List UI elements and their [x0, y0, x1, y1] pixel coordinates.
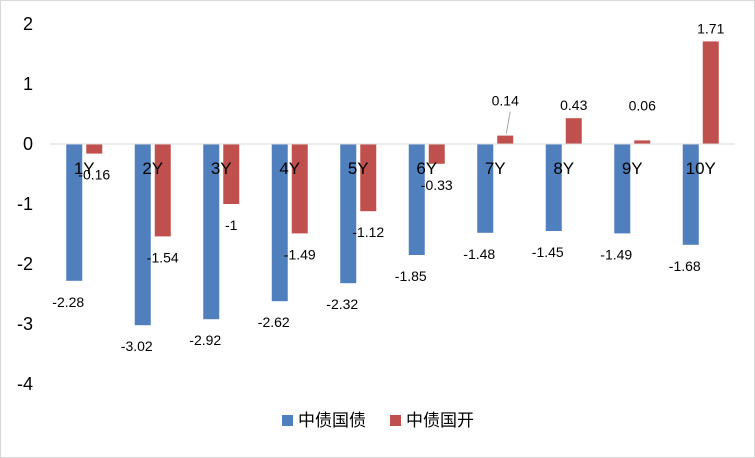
data-label-series-2: 0.14	[492, 93, 519, 109]
legend-swatch-series-1	[282, 415, 293, 426]
category-label: 4Y	[279, 159, 300, 178]
data-label-series-1: -1.68	[669, 258, 701, 274]
y-tick-label: 2	[23, 14, 33, 34]
category-label: 3Y	[211, 159, 232, 178]
data-label-series-2: -1.54	[147, 249, 179, 265]
legend-label-series-1: 中债国债	[298, 411, 366, 431]
legend-swatch-series-2	[390, 415, 401, 426]
data-label-series-1: -1.85	[395, 268, 427, 284]
category-label: 9Y	[622, 159, 643, 178]
category-label: 10Y	[686, 159, 716, 178]
bar-series-1	[134, 144, 151, 326]
bar-series-1	[545, 144, 562, 231]
data-label-series-2: 1.71	[697, 20, 724, 36]
y-tick-label: -3	[17, 314, 33, 334]
data-label-series-1: -2.28	[52, 294, 84, 310]
y-tick-label: -4	[17, 374, 33, 394]
legend: 中债国债 中债国开	[282, 411, 474, 431]
bar-series-2	[428, 144, 445, 164]
category-label: 7Y	[485, 159, 506, 178]
category-labels: 1Y 2Y 3Y 4Y 5Y 6Y 7Y 8Y 9Y 10Y	[74, 159, 716, 178]
bar-series-1	[340, 144, 357, 284]
data-label-leader-line	[505, 111, 511, 134]
y-tick-label: -1	[17, 194, 33, 214]
data-label-series-1: -2.92	[189, 332, 221, 348]
category-label: 1Y	[74, 159, 95, 178]
bar-series-2	[86, 144, 103, 154]
data-label-series-1: -1.45	[532, 244, 564, 260]
data-label-series-2: -0.33	[421, 177, 453, 193]
legend-label-series-2: 中债国开	[406, 411, 474, 431]
bar-series-2	[702, 41, 719, 144]
bar-series-2	[565, 118, 582, 144]
bar-series-2	[634, 140, 651, 144]
bar-series-1	[477, 144, 494, 233]
data-label-series-1: -2.62	[258, 314, 290, 330]
y-tick-label: -2	[17, 254, 33, 274]
data-label-series-1: -3.02	[121, 338, 153, 354]
data-label-series-2: -1.49	[284, 246, 316, 262]
data-labels: -2.28 -0.16 -3.02 -1.54 -2.92 -1 -2.62 -1.49 -2.…	[52, 20, 724, 354]
category-label: 5Y	[348, 159, 369, 178]
bar-series-1	[408, 144, 425, 255]
bar-series-2	[360, 144, 377, 212]
data-label-series-2: -0.16	[78, 167, 110, 183]
data-label-series-2: 0.43	[560, 97, 587, 113]
data-label-series-1: -1.49	[600, 246, 632, 262]
data-label-series-1: -1.48	[463, 246, 495, 262]
y-tick-label: 0	[23, 134, 33, 154]
bar-series-1	[66, 144, 83, 281]
y-axis-ticks: 2 1 0 -1 -2 -3 -4	[17, 14, 33, 394]
bar-series-1	[614, 144, 631, 234]
y-tick-label: 1	[23, 74, 33, 94]
data-label-series-2: -1	[225, 217, 238, 233]
bar-series-2	[291, 144, 308, 234]
bars	[66, 41, 719, 326]
bar-series-2	[223, 144, 240, 204]
data-label-series-2: -1.12	[352, 224, 384, 240]
data-label-series-1: -2.32	[326, 296, 358, 312]
data-label-series-2: 0.06	[629, 97, 656, 113]
bar-series-2	[154, 144, 171, 237]
category-label: 6Y	[416, 159, 437, 178]
category-label: 2Y	[142, 159, 163, 178]
bar-series-1	[203, 144, 220, 320]
bar-series-2	[497, 135, 514, 144]
bar-series-1	[271, 144, 288, 302]
bar-series-1	[682, 144, 699, 245]
category-label: 8Y	[553, 159, 574, 178]
